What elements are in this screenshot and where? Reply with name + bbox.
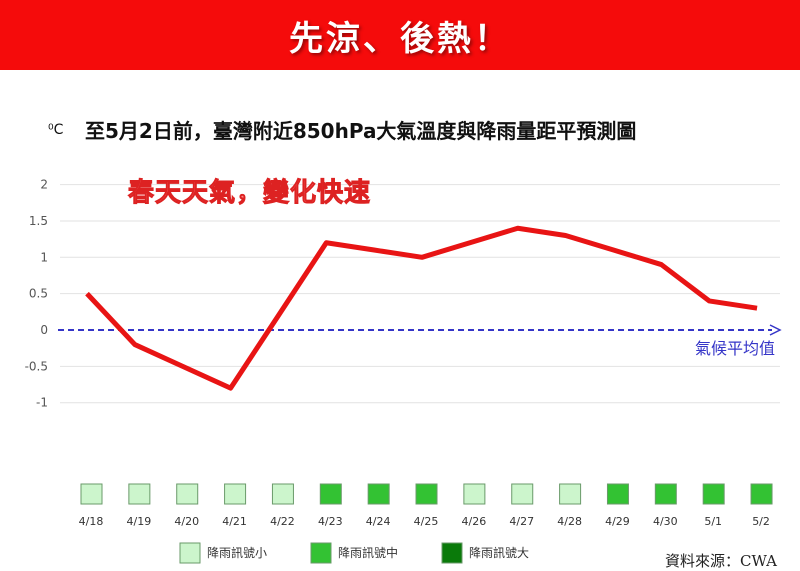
y-tick-label: -1 (36, 396, 48, 410)
rain-signal-box (224, 483, 247, 505)
rain-signal-box (463, 483, 486, 505)
chart-title: 至5月2日前，臺灣附近850hPa大氣溫度與降雨量距平預測圖 (85, 119, 637, 143)
rain-signal-box (559, 483, 582, 505)
x-tick-label: 4/18 (79, 515, 104, 528)
rain-signal-box (176, 483, 199, 505)
x-tick-label: 4/29 (605, 515, 630, 528)
rain-signal-box (367, 483, 390, 505)
rain-signal-box (606, 483, 629, 505)
legend-swatch (310, 542, 332, 564)
y-tick-label: 1.5 (29, 214, 48, 228)
temperature-line (85, 225, 758, 391)
x-tick-label: 4/26 (462, 515, 487, 528)
rain-signal-box (271, 483, 294, 505)
rain-signal-box (319, 483, 342, 505)
rain-signal-box (415, 483, 438, 505)
x-tick-label: 4/23 (318, 515, 343, 528)
x-tick-label: 5/1 (704, 515, 722, 528)
x-tick-label: 4/21 (222, 515, 247, 528)
x-tick-label: 4/28 (557, 515, 582, 528)
source-label: 資料來源：CWA (665, 552, 777, 570)
legend-label: 降雨訊號中 (338, 545, 398, 560)
x-tick-label: 4/24 (366, 515, 391, 528)
banner-text: 先涼、後熱！ (289, 18, 511, 59)
y-tick-label: 1 (40, 250, 48, 264)
rain-signal-box (80, 483, 103, 505)
x-tick-label: 4/27 (509, 515, 534, 528)
baseline-label: 氣候平均值 (695, 339, 775, 358)
legend-swatch (179, 542, 201, 564)
annotation-note: 春天天氣，變化快速 (127, 178, 372, 209)
y-tick-label: 2 (40, 178, 48, 192)
x-tick-label: 4/22 (270, 515, 295, 528)
legend-label: 降雨訊號小 (207, 545, 267, 560)
banner: 先涼、後熱！ (0, 0, 800, 70)
legend-swatch (441, 542, 463, 564)
rain-signal-box (511, 483, 534, 505)
rain-signal-box (654, 483, 677, 505)
baseline-arrow (769, 324, 782, 336)
x-tick-label: 4/20 (174, 515, 199, 528)
rain-signal-box (128, 483, 151, 505)
y-tick-label: 0 (40, 323, 48, 337)
rain-signal-box (702, 483, 725, 505)
x-tick-label: 4/30 (653, 515, 678, 528)
x-tick-label: 4/25 (414, 515, 439, 528)
x-tick-label: 4/19 (127, 515, 152, 528)
unit-label: ⁰C (48, 122, 64, 138)
legend-label: 降雨訊號大 (469, 545, 529, 560)
y-tick-label: -0.5 (25, 359, 48, 373)
y-tick-label: 0.5 (29, 287, 48, 301)
rain-signal-box (750, 483, 773, 505)
x-tick-label: 5/2 (752, 515, 770, 528)
